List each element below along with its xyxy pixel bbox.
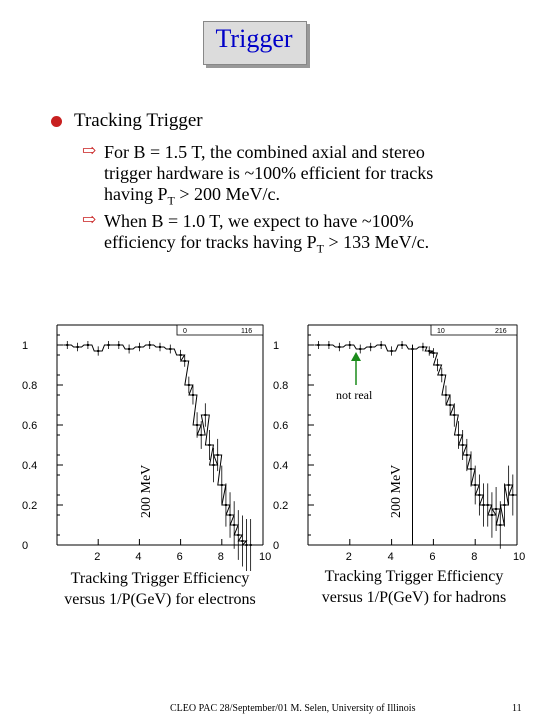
left-stat-value-1: 0 [183, 328, 187, 335]
page-title: Trigger [215, 24, 293, 53]
left-stat-box [176, 324, 264, 336]
right-ytick-label: 0.6 [273, 420, 288, 432]
left-ytick-label: 0.2 [22, 500, 37, 512]
item2-line2: efficiency for tracks having PT > 133 Me… [104, 232, 430, 256]
left-caption-line1: Tracking Trigger Efficiency [70, 570, 250, 587]
page-number: 11 [512, 703, 522, 714]
right-caption-line1: Tracking Trigger Efficiency [324, 568, 504, 585]
left-ytick-label: 0.8 [22, 380, 37, 392]
left-xtick-label: 10 [259, 551, 271, 563]
right-ytick-label: 0.8 [273, 380, 288, 392]
right-ytick-label: 0 [273, 540, 279, 552]
item1-line1: For B = 1.5 T, the combined axial and st… [104, 142, 425, 162]
annotation-not-real: not real [336, 388, 373, 402]
left-ytick-label: 1 [22, 340, 28, 352]
left-efficiency-curve [63, 344, 255, 546]
left-ytick-label: 0.6 [22, 420, 37, 432]
item1-line2: trigger hardware is ~100% efficient for … [104, 163, 434, 183]
right-caption: Tracking Trigger Efficiency versus 1/P(G… [302, 566, 526, 608]
annotation-arrow-head [351, 352, 361, 361]
item1-line3: having PT > 200 MeV/c. [104, 184, 280, 208]
right-xtick-label: 4 [388, 551, 394, 563]
right-efficiency-curve [314, 344, 517, 526]
arrow-bullet-icon: ⇨ [82, 210, 97, 229]
left-xtick-label: 2 [94, 551, 100, 563]
left-xtick-label: 6 [177, 551, 183, 563]
right-xtick-label: 10 [513, 551, 525, 563]
right-ytick-label: 0.2 [273, 500, 288, 512]
right-ylabel: 200 MeV [389, 464, 404, 518]
left-caption-line2: versus 1/P(GeV) for electrons [64, 591, 256, 608]
right-xtick-label: 8 [471, 551, 477, 563]
arrow-bullet-icon: ⇨ [82, 141, 97, 160]
right-stat-box [430, 324, 518, 336]
left-ylabel: 200 MeV [139, 464, 154, 518]
title-box [203, 21, 307, 65]
item2-line1: When B = 1.0 T, we expect to have ~100% [104, 211, 414, 231]
right-stat-value-2: 216 [495, 328, 507, 335]
left-ytick-label: 0.4 [22, 460, 37, 472]
left-ytick-label: 0 [22, 540, 28, 552]
footer-text: CLEO PAC 28/September/01 M. Selen, Unive… [170, 703, 416, 714]
bullet-dot-icon [51, 116, 62, 127]
left-xtick-label: 8 [218, 551, 224, 563]
left-stat-value-2: 116 [241, 328, 252, 335]
left-xtick-label: 4 [135, 551, 141, 563]
right-stat-value-1: 10 [437, 328, 445, 335]
right-ytick-label: 1 [273, 340, 279, 352]
right-xtick-label: 2 [346, 551, 352, 563]
left-caption: Tracking Trigger Efficiency versus 1/P(G… [50, 568, 270, 610]
right-ytick-label: 0.4 [273, 460, 288, 472]
right-caption-line2: versus 1/P(GeV) for hadrons [321, 589, 507, 606]
right-xtick-label: 6 [429, 551, 435, 563]
bullet-heading: Tracking Trigger [74, 110, 203, 131]
